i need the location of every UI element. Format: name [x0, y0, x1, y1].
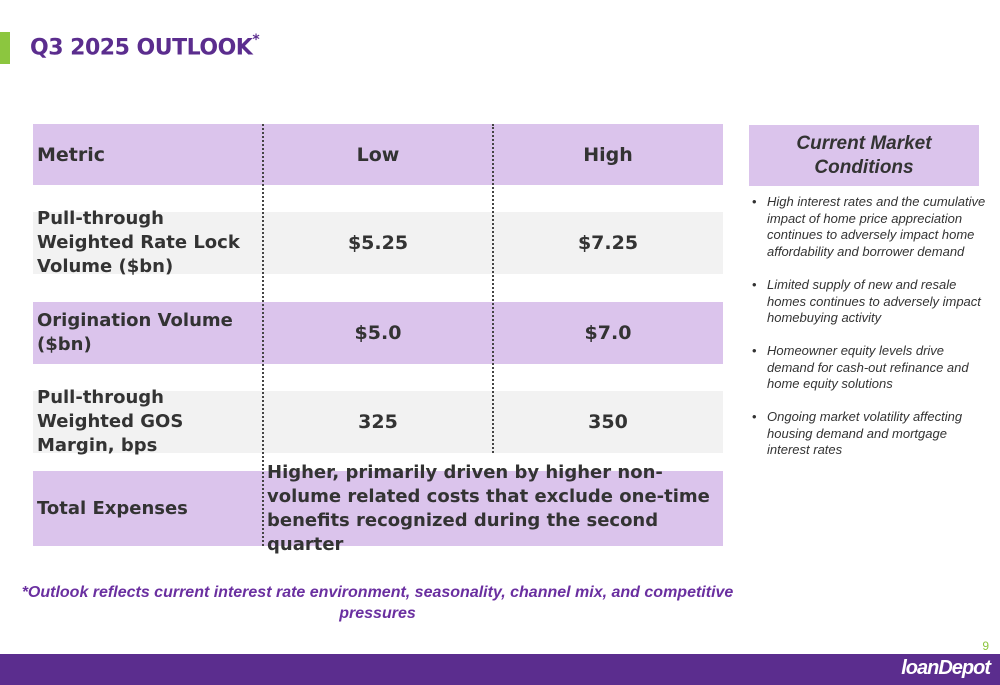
loandepot-logo: loanDepot	[901, 657, 991, 679]
footer-bar	[0, 654, 1000, 685]
row-low-origination: $5.0	[263, 302, 493, 364]
market-bullet-text: High interest rates and the cumulative i…	[767, 194, 986, 260]
bullet-dot: •	[752, 342, 757, 358]
row-low-rate-lock: $5.25	[263, 212, 493, 274]
row-high-rate-lock: $7.25	[493, 212, 723, 274]
bullet-dot: •	[752, 194, 757, 209]
market-conditions-title: Current Market Conditions	[749, 125, 979, 186]
row-expenses-description: Higher, primarily driven by higher non-v…	[263, 462, 723, 555]
row-metric-expenses: Total Expenses	[33, 471, 263, 546]
market-bullet-text: Limited supply of new and resale homes c…	[767, 276, 981, 326]
page-title-text: Q3 2025 OUTLOOK	[30, 35, 253, 61]
header-metric: Metric	[33, 124, 263, 185]
column-divider-2	[492, 124, 494, 453]
page-title: Q3 2025 OUTLOOK*	[30, 32, 260, 61]
outlook-footnote: *Outlook reflects current interest rate …	[21, 584, 734, 622]
market-bullet: • Homeowner equity levels drive demand fo…	[752, 343, 987, 393]
column-divider-1	[262, 124, 264, 546]
market-bullet-text: Homeowner equity levels drive demand for…	[767, 342, 969, 392]
market-bullet-text: Ongoing market volatility affecting hous…	[767, 409, 963, 458]
row-high-origination: $7.0	[493, 302, 723, 364]
row-low-gos-margin: 325	[263, 391, 493, 453]
market-bullet: • Ongoing market volatility affecting hou…	[752, 409, 987, 459]
market-bullet: • Limited supply of new and resale homes …	[752, 277, 987, 327]
market-bullet: • High interest rates and the cumulative …	[752, 194, 987, 261]
row-high-gos-margin: 350	[493, 391, 723, 453]
row-metric-rate-lock: Pull-through Weighted Rate Lock Volume (…	[33, 208, 263, 277]
row-metric-origination: Origination Volume ($bn)	[33, 302, 263, 364]
header-low: Low	[263, 124, 493, 185]
page-number: 9	[982, 639, 989, 653]
title-footnote-marker: *	[252, 32, 260, 48]
bullet-dot: •	[752, 409, 757, 425]
bullet-dot: •	[752, 276, 757, 292]
market-conditions-list: • High interest rates and the cumulative …	[752, 194, 987, 475]
header-high: High	[493, 124, 723, 185]
row-metric-gos-margin: Pull-through Weighted GOS Margin, bps	[33, 387, 263, 456]
title-accent-bar	[0, 32, 10, 64]
